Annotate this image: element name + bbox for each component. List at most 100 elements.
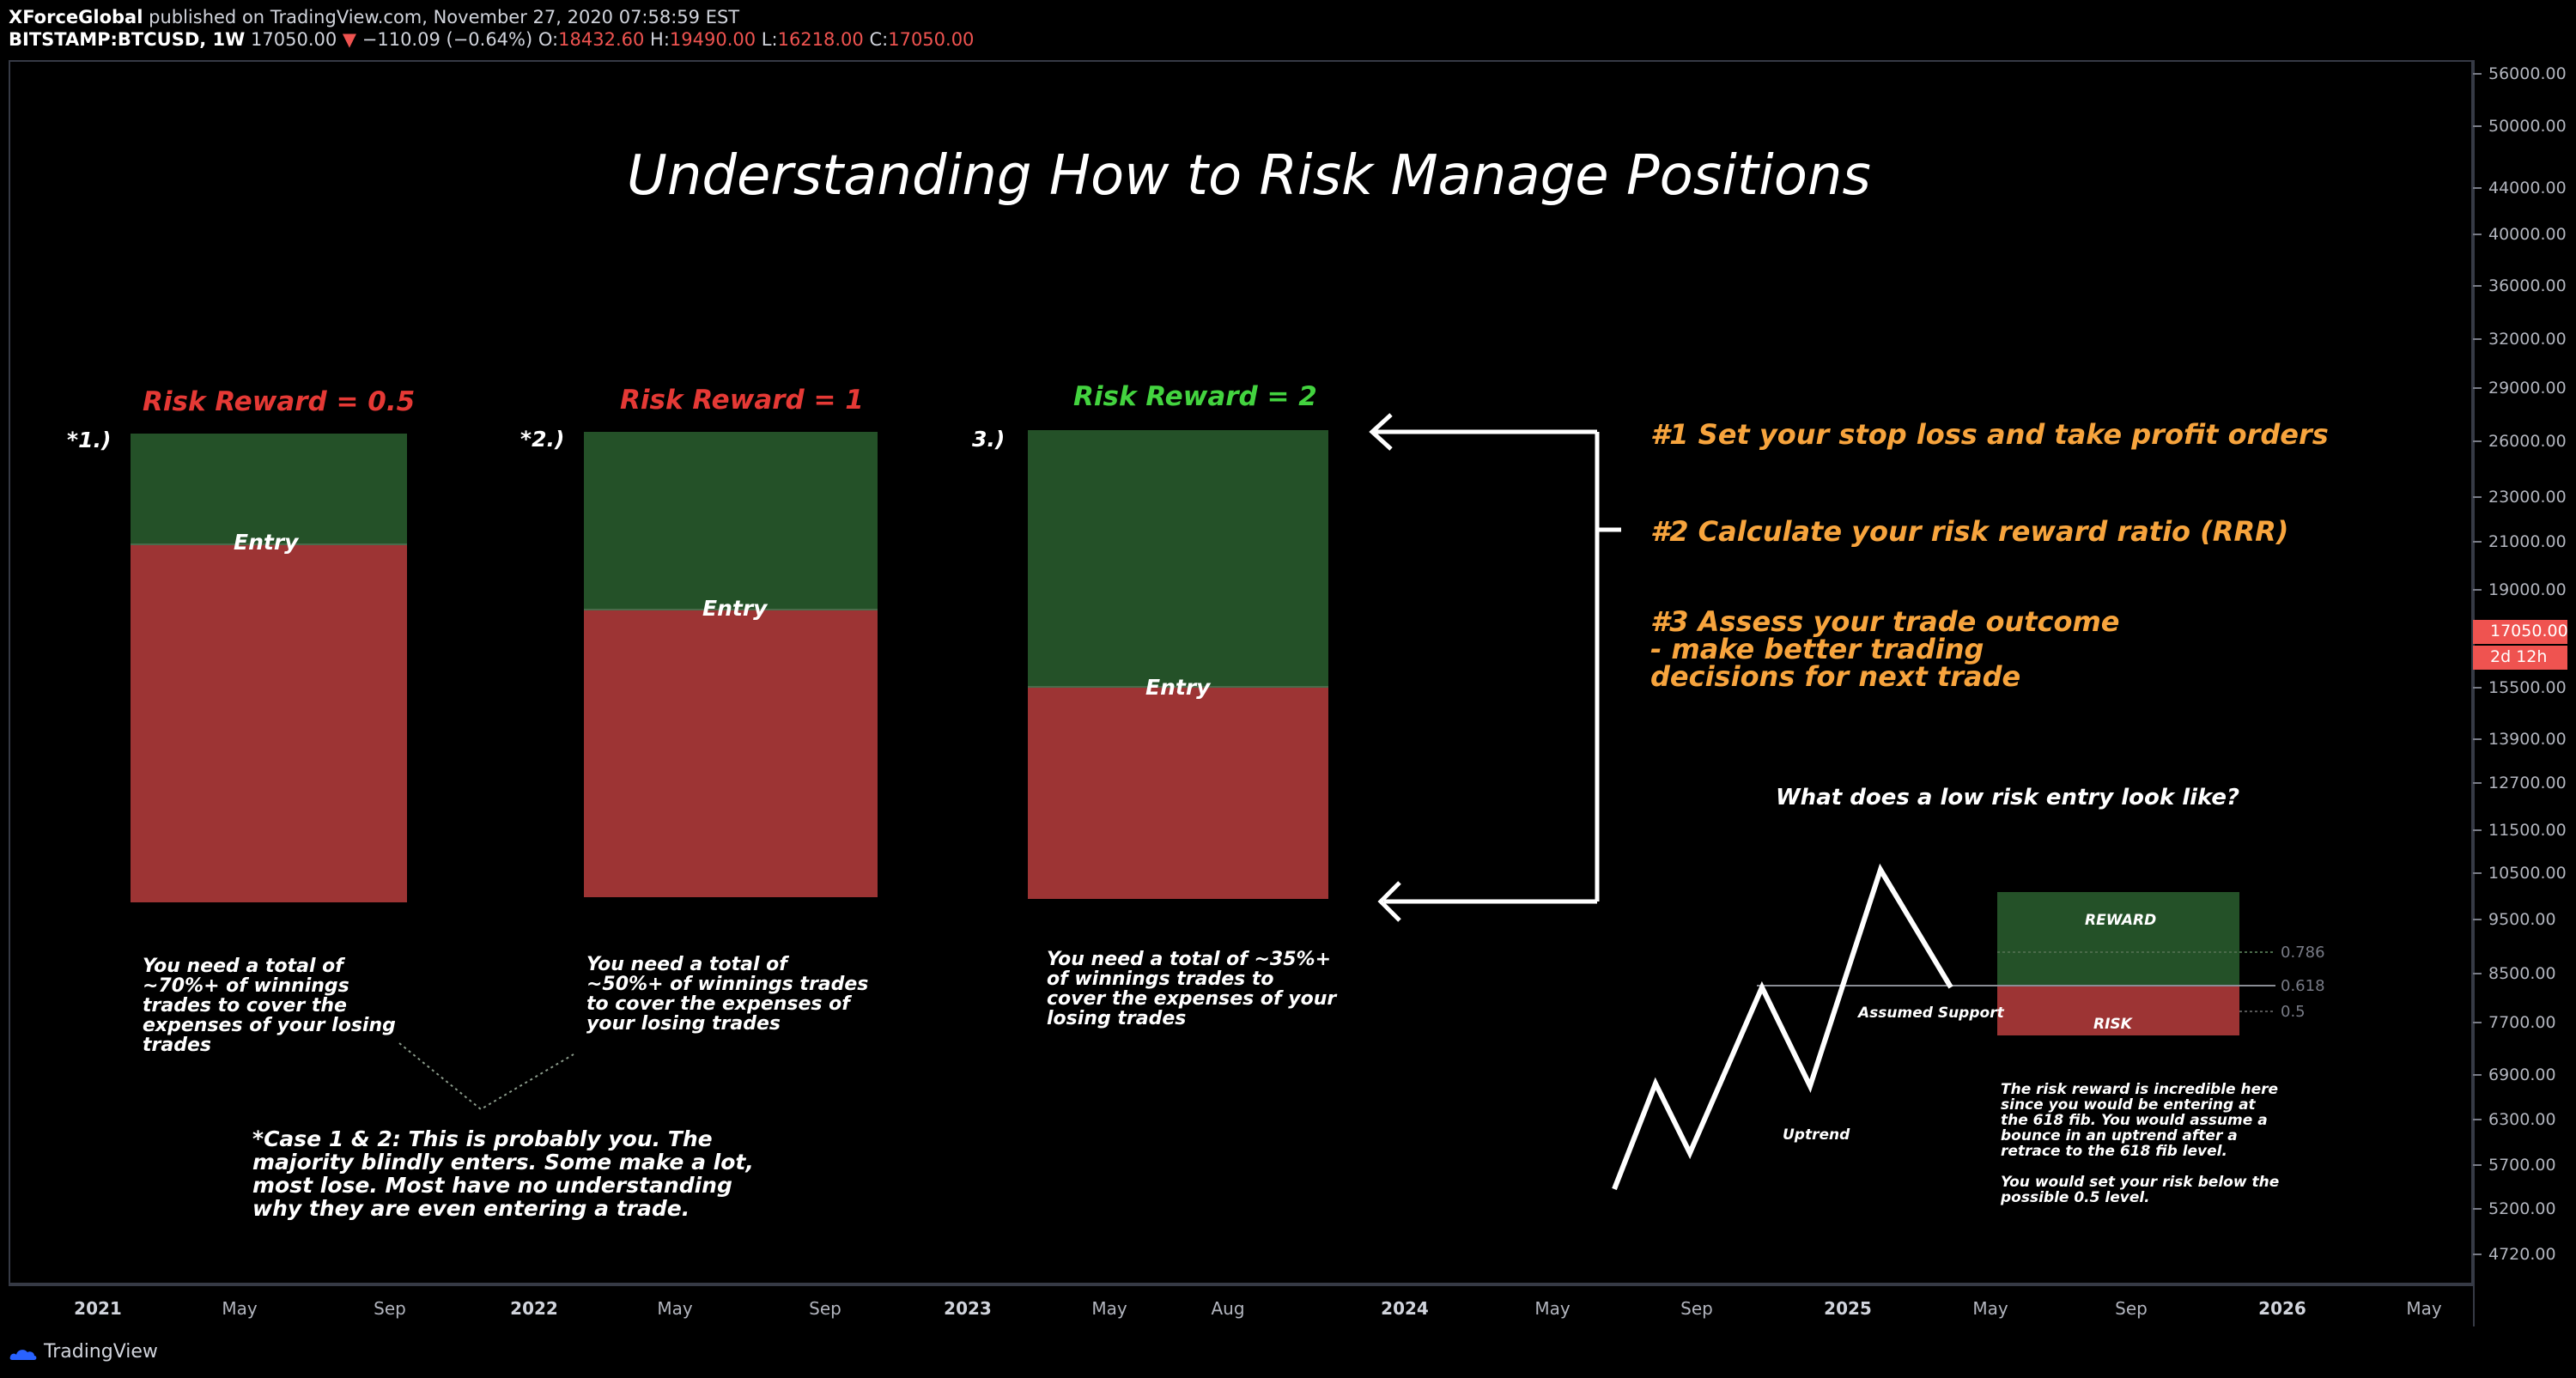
price-axis-label: 9500.00 [2488, 910, 2556, 929]
current-price-badge: 17050.00 [2473, 620, 2568, 644]
price-tick [2473, 738, 2482, 740]
price-tick [2473, 187, 2482, 189]
price-axis-label: 26000.00 [2488, 432, 2567, 451]
risk-box-1[interactable] [131, 543, 407, 902]
high-value: 19490.00 [669, 29, 756, 50]
price-axis-label: 11500.00 [2488, 821, 2567, 840]
case-note-2: You need a total of ~50%+ of winnings tr… [586, 954, 869, 1035]
price-axis-label: 40000.00 [2488, 225, 2567, 244]
price-tick [2473, 1208, 2482, 1210]
price-axis-label: 8500.00 [2488, 964, 2556, 983]
reward-box-3[interactable] [1028, 430, 1328, 686]
price-tick [2473, 1119, 2482, 1120]
rr-label-2: Risk Reward = 1 [620, 385, 864, 416]
down-arrow-icon: ▼ [342, 29, 357, 50]
uptrend-label: Uptrend [1783, 1126, 1850, 1144]
step-3-text: #3 Assess your trade outcome - make bett… [1650, 605, 2120, 693]
case-number-3: 3.) [972, 427, 1005, 452]
price-tick [2473, 1164, 2482, 1166]
price-tick [2473, 234, 2482, 235]
entry-label-2: Entry [702, 596, 768, 621]
take-profit-arrow-head [1369, 413, 1393, 451]
time-axis-label: Sep [809, 1298, 841, 1319]
price-axis-label: 4720.00 [2488, 1245, 2556, 1264]
price-tick [2473, 285, 2482, 287]
time-axis-label: Aug [1211, 1298, 1245, 1319]
uptrend-path [1612, 863, 1953, 1191]
example-explanation-1: The risk reward is incredible here since… [2001, 1081, 2279, 1160]
rr-label-3: Risk Reward = 2 [1073, 381, 1317, 412]
time-axis-label: 2023 [944, 1298, 992, 1319]
time-axis-label: May [1972, 1298, 2008, 1319]
time-axis-label: May [222, 1298, 258, 1319]
price-tick [2473, 1022, 2482, 1023]
stop-take-profit-bracket [1369, 413, 1621, 922]
price-axis-label: 32000.00 [2488, 330, 2567, 349]
price-tick [2473, 387, 2482, 389]
example-explanation-2: You would set your risk below the possib… [2001, 1174, 2280, 1206]
price-axis-label: 44000.00 [2488, 179, 2567, 197]
stop-loss-arrow-head [1377, 881, 1401, 922]
tradingview-brand[interactable]: TradingView [9, 1341, 158, 1363]
high-label: H: [650, 29, 670, 50]
time-axis-label: 2026 [2258, 1298, 2306, 1319]
time-axis-label: Sep [374, 1298, 406, 1319]
risk-box-2[interactable] [584, 609, 878, 897]
time-axis-label: 2022 [510, 1298, 558, 1319]
price-axis-label: 13900.00 [2488, 730, 2567, 749]
price-axis-label: 15500.00 [2488, 678, 2567, 697]
time-axis-label: May [2406, 1298, 2442, 1319]
price-axis-label: 56000.00 [2488, 64, 2567, 83]
close-value: 17050.00 [888, 29, 975, 50]
fib-0786-label: 0.786 [2281, 944, 2325, 962]
price-tick [2473, 338, 2482, 340]
symbol-legend: BITSTAMP:BTCUSD, 1W 17050.00 ▼ −110.09 (… [9, 29, 974, 50]
price-axis-label: 29000.00 [2488, 379, 2567, 398]
price-axis-label: 6900.00 [2488, 1065, 2556, 1084]
price-tick [2473, 496, 2482, 498]
price-axis-label: 50000.00 [2488, 117, 2567, 136]
chart-pane[interactable] [9, 60, 2473, 1284]
assumed-support-label: Assumed Support [1858, 1005, 2004, 1022]
risk-box-3[interactable] [1028, 686, 1328, 899]
price-tick [2473, 782, 2482, 784]
fib-0618-label: 0.618 [2281, 977, 2325, 995]
case-number-2: *2.) [520, 427, 565, 452]
tradingview-brand-text: TradingView [44, 1341, 158, 1363]
reward-box-1[interactable] [131, 434, 407, 543]
rr-label-1: Risk Reward = 0.5 [143, 386, 416, 417]
tradingview-logo-icon [9, 1350, 37, 1360]
price-axis-label: 12700.00 [2488, 774, 2567, 792]
time-axis-label: May [1091, 1298, 1127, 1319]
example-reward-label: REWARD [2085, 912, 2157, 929]
price-tick [2473, 440, 2482, 442]
price-axis-label: 36000.00 [2488, 276, 2567, 295]
chart-title: Understanding How to Risk Manage Positio… [627, 144, 1871, 208]
price-axis-label: 6300.00 [2488, 1110, 2556, 1129]
close-label: C: [869, 29, 889, 50]
case-note-3: You need a total of ~35%+ of winnings tr… [1047, 949, 1337, 1029]
price-axis-label: 10500.00 [2488, 864, 2567, 883]
case-note-1: You need a total of ~70%+ of winnings tr… [143, 956, 396, 1056]
case-1-2-note: *Case 1 & 2: This is probably you. The m… [252, 1126, 754, 1221]
entry-label-1: Entry [234, 530, 299, 555]
price-axis-label: 21000.00 [2488, 532, 2567, 551]
price-axis-label: 5200.00 [2488, 1199, 2556, 1218]
reward-box-2[interactable] [584, 432, 878, 609]
price-tick [2473, 919, 2482, 920]
time-axis-label: May [1534, 1298, 1571, 1319]
example-question: What does a low risk entry look like? [1776, 785, 2240, 810]
time-axis-label: May [657, 1298, 693, 1319]
price-axis-border [2473, 60, 2475, 1326]
entry-label-3: Entry [1145, 675, 1211, 700]
step-2-text: #2 Calculate your risk reward ratio (RRR… [1650, 515, 2289, 548]
example-risk-box [1997, 986, 2239, 1035]
published-text: published on TradingView.com, November 2… [149, 7, 740, 27]
author-name[interactable]: XForceGlobal [9, 7, 143, 27]
countdown-badge: 2d 12h [2473, 646, 2567, 670]
price-axis-label: 23000.00 [2488, 488, 2567, 507]
price-axis-label: 19000.00 [2488, 580, 2567, 599]
dotted-pointer [398, 1042, 574, 1111]
symbol-name[interactable]: BITSTAMP:BTCUSD, 1W [9, 29, 246, 50]
